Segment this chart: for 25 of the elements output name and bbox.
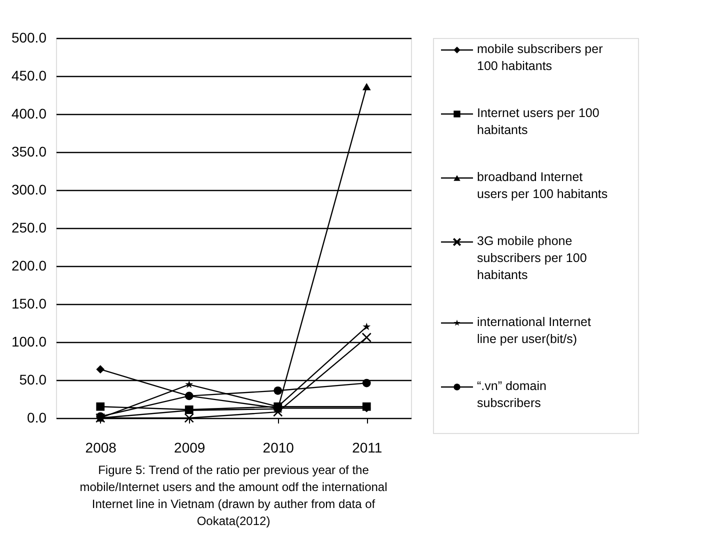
x-tick-label: 2011	[352, 440, 382, 456]
x-tick-label: 2010	[262, 440, 294, 456]
x-tick-label: 2008	[85, 440, 117, 456]
y-tick-label: 300.0	[11, 182, 47, 198]
y-tick-label: 400.0	[11, 106, 47, 122]
y-tick-label: 250.0	[11, 220, 47, 236]
y-tick-label: 200.0	[11, 258, 47, 274]
y-tick-label: 500.0	[11, 30, 47, 46]
legend-label: international Internet line per user(bit/s)	[477, 315, 592, 346]
y-tick-label: 0.0	[27, 410, 47, 426]
y-tick-label: 150.0	[11, 296, 47, 312]
legend-label: broadband Internet users per 100 habitants	[477, 170, 608, 201]
legend-label: 3G mobile phone subscribers per 100 habitants	[477, 234, 587, 282]
text: mobile/Internet users and the amount odf the international	[80, 480, 388, 494]
y-tick-label: 350.0	[11, 144, 47, 160]
legend-label: Internet users per 100 habitants	[477, 106, 600, 137]
y-tick-label: 450.0	[11, 68, 47, 84]
text: Ookata(2012)	[196, 514, 270, 528]
caption: Figure 5: Trend of the ratio per previous year of the	[98, 463, 370, 477]
text: Internet line in Vietnam (drawn by auther from data of	[92, 497, 376, 511]
y-tick-label: 50.0	[19, 372, 47, 388]
y-tick-label: 100.0	[11, 334, 47, 350]
legend-label: mobile subscribers per 100 habitants	[477, 42, 603, 73]
x-tick-label: 2009	[174, 440, 206, 456]
legend-label: “.vn” domain subscribers	[477, 379, 547, 410]
